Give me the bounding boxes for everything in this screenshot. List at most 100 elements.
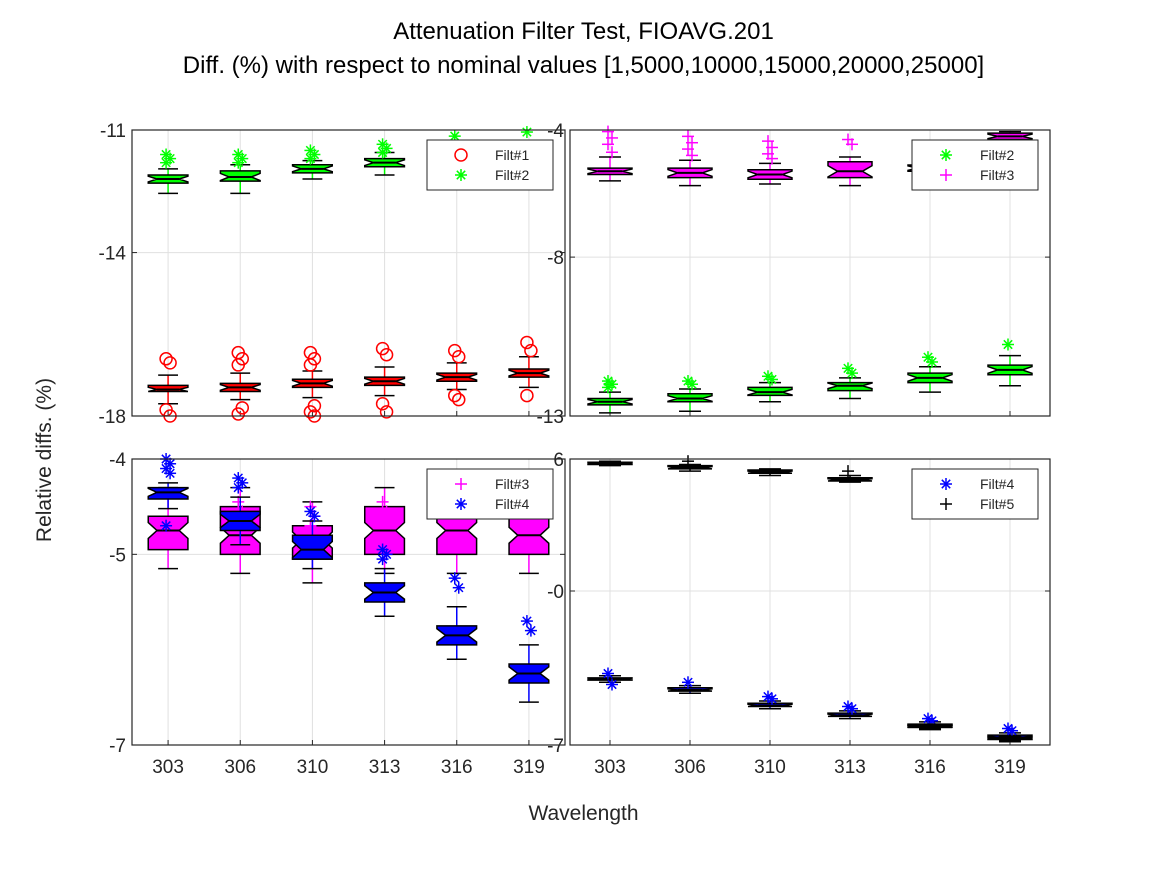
legend: Filt#4 Filt#5 — [911, 468, 1039, 520]
x-tick-label: 306 — [224, 757, 256, 778]
outlier-marker — [602, 667, 614, 680]
outlier-marker — [452, 350, 466, 364]
panel-top-right: -4 -8 -13 Filt#2 Filt#3 — [537, 121, 1051, 428]
legend-marker-* — [455, 498, 467, 510]
box-313 — [827, 465, 873, 483]
legend-box — [426, 468, 554, 520]
box-306 — [219, 148, 261, 195]
y-tick-label: -18 — [99, 407, 126, 428]
box-316 — [907, 723, 953, 730]
box-303 — [587, 375, 633, 414]
legend-label: Filt#2 — [495, 167, 529, 183]
outlier-marker — [160, 156, 173, 169]
y-tick-label: -7 — [547, 736, 564, 757]
legend-label: Filt#4 — [980, 476, 1014, 492]
box-313 — [827, 133, 873, 187]
outlier-marker — [520, 615, 533, 628]
x-tick-label: 319 — [513, 757, 545, 778]
figure-title-line-2: Diff. (%) with respect to nominal values… — [182, 52, 985, 79]
legend-entry: Filt#4 — [455, 496, 529, 512]
box-306 — [667, 676, 713, 695]
box-306 — [219, 345, 261, 421]
outlier-marker — [682, 143, 694, 156]
box-313 — [827, 362, 873, 400]
box-316 — [436, 343, 478, 407]
outlier-marker — [766, 152, 778, 165]
legend-label: Filt#5 — [980, 496, 1014, 512]
x-tick-label: 316 — [441, 757, 473, 778]
box-310 — [291, 345, 334, 423]
x-tick-label: 313 — [834, 757, 866, 778]
box-310 — [747, 135, 793, 185]
series-Filt#5 — [587, 455, 1033, 743]
box-303 — [147, 148, 189, 195]
legend-marker-* — [940, 478, 952, 490]
box-body — [219, 170, 261, 182]
outlier-marker — [602, 138, 614, 151]
box-303 — [147, 486, 189, 570]
box-319 — [508, 615, 550, 703]
box-313 — [363, 543, 406, 618]
outlier-marker — [231, 358, 245, 372]
legend-entry: Filt#2 — [455, 167, 529, 183]
outlier-marker — [303, 358, 318, 372]
box-316 — [907, 351, 953, 393]
outlier-marker — [232, 495, 245, 508]
y-tick-label: -14 — [99, 244, 127, 265]
series-Filt#2 — [587, 338, 1033, 414]
outlier-marker — [926, 355, 938, 368]
legend-entry: Filt#3 — [940, 167, 1014, 183]
outlier-marker — [452, 581, 465, 594]
panel-bottom-left: -4 -5 -7 303 306 310 313 316 319 Filt#3 Filt#4 — [109, 450, 566, 778]
legend-marker-+ — [940, 498, 952, 510]
outlier-marker — [304, 152, 317, 165]
panel-bottom-right: 6 -0 -7 303 306 310 313 316 319 Filt#4 Filt#5 — [547, 450, 1051, 778]
outlier-marker — [606, 678, 618, 691]
box-body — [147, 384, 189, 393]
y-tick-label: -0 — [547, 582, 564, 603]
box-310 — [747, 690, 793, 710]
box-313 — [363, 341, 406, 419]
y-tick-label: -11 — [100, 121, 126, 142]
box-body — [291, 534, 334, 560]
x-tick-label: 303 — [594, 757, 626, 778]
x-tick-label: 310 — [297, 757, 329, 778]
legend-box — [911, 468, 1039, 520]
x-tick-label: 319 — [994, 757, 1026, 778]
figure-title-line-1: Attenuation Filter Test, FIOAVG.201 — [393, 18, 774, 45]
box-310 — [747, 370, 793, 403]
outlier-marker — [448, 572, 461, 585]
outlier-marker — [375, 396, 390, 411]
x-tick-label: 306 — [674, 757, 706, 778]
x-tick-label: 310 — [754, 757, 786, 778]
legend-label: Filt#4 — [495, 496, 529, 512]
legend-entry: Filt#4 — [940, 476, 1014, 492]
outlier-marker — [448, 388, 462, 403]
legend-marker-o — [454, 148, 468, 162]
box-319 — [987, 735, 1033, 743]
outlier-marker — [846, 367, 858, 380]
box-306 — [219, 472, 261, 546]
outlier-marker — [520, 335, 534, 350]
series-Filt#1 — [147, 335, 550, 423]
box-319 — [987, 338, 1033, 387]
outlier-marker — [303, 405, 318, 419]
outlier-marker — [308, 510, 321, 523]
outlier-marker — [766, 692, 778, 705]
outlier-marker — [380, 505, 393, 518]
axes-frame — [569, 129, 1051, 417]
outlier-marker — [846, 702, 858, 715]
outlier-marker — [520, 126, 533, 139]
outlier-marker — [379, 405, 394, 419]
legend: Filt#3 Filt#4 — [426, 468, 554, 520]
x-tick-label: 303 — [152, 757, 184, 778]
outlier-marker — [452, 392, 466, 407]
y-axis-label: Relative diffs. (%) — [33, 377, 56, 543]
x-axis-label: Wavelength — [528, 802, 639, 825]
box-313 — [363, 138, 406, 176]
outlier-marker — [842, 465, 854, 478]
outlier-marker — [682, 455, 694, 468]
outlier-marker — [606, 131, 618, 144]
legend: Filt#1 Filt#2 — [426, 139, 554, 191]
